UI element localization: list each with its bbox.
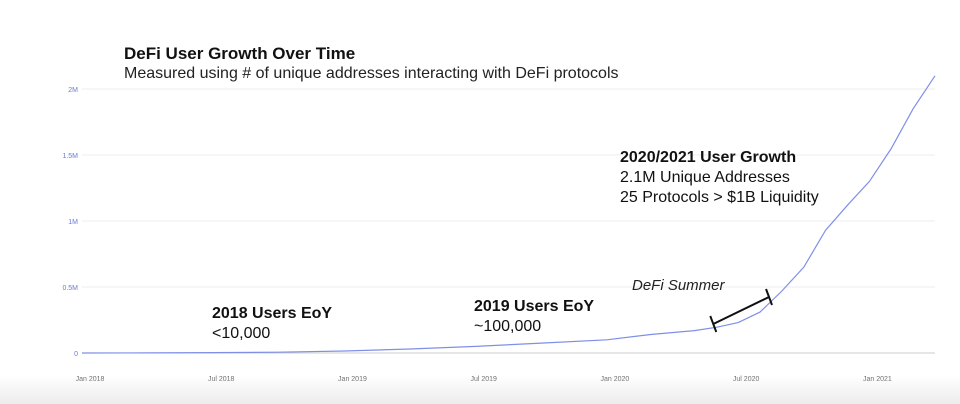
annotation-growth-line1: 2.1M Unique Addresses	[620, 169, 790, 186]
y-tick-label: 1M	[68, 219, 78, 226]
annotation-growth: 2020/2021 User Growth 2.1M Unique Addres…	[620, 148, 819, 208]
y-tick-label: 1.5M	[62, 153, 78, 160]
user-growth-line	[81, 75, 936, 354]
bracket-cap-left	[709, 315, 718, 333]
annotation-2018-value: <10,000	[212, 325, 271, 342]
annotation-2019-value: ~100,000	[474, 318, 542, 335]
annotation-2018: 2018 Users EoY <10,000	[212, 304, 332, 344]
chart-subtitle: Measured using # of unique addresses int…	[124, 65, 619, 82]
y-tick-label: 0	[74, 351, 78, 358]
bottom-shade	[0, 376, 960, 404]
y-tick-label: 0.5M	[62, 285, 78, 292]
annotation-2019-head: 2019 Users EoY	[474, 298, 595, 315]
annotation-2018-head: 2018 Users EoY	[212, 305, 333, 322]
bracket-line	[712, 296, 770, 325]
annotation-defi-summer: DeFi Summer	[632, 277, 725, 294]
annotation-growth-head: 2020/2021 User Growth	[620, 149, 797, 166]
bracket-cap-right	[765, 288, 773, 306]
defi-summer-bracket	[709, 288, 773, 333]
gridlines	[82, 88, 935, 354]
annotation-growth-line2: 25 Protocols > $1B Liquidity	[620, 189, 819, 206]
y-axis-ticks: 0 0.5M 1M 1.5M 2M	[62, 87, 78, 358]
annotation-2019: 2019 Users EoY ~100,000	[474, 297, 594, 337]
chart-title: DeFi User Growth Over Time	[124, 44, 356, 63]
y-tick-label: 2M	[68, 87, 78, 94]
